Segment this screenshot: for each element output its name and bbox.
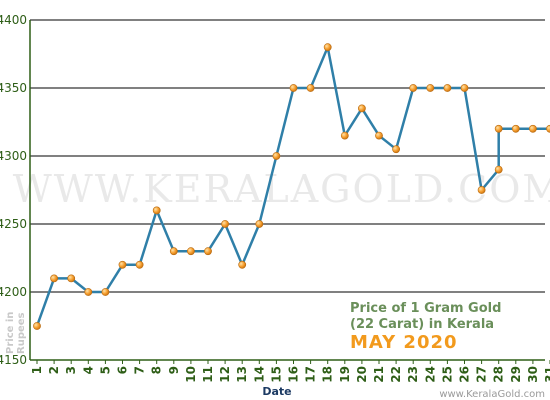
x-tick-label: 14: [252, 366, 266, 383]
x-tick-label: 26: [458, 366, 472, 383]
data-point: [546, 124, 550, 133]
chart-title-month: MAY 2020: [350, 332, 458, 353]
data-point: [494, 165, 503, 174]
y-tick-labels: 4150 4200 4250 4300 4350 4400: [0, 13, 27, 367]
price-series: [33, 43, 550, 330]
y-axis-label-line1: Price in: [5, 312, 16, 354]
data-point: [118, 260, 127, 269]
x-tick-label: 21: [372, 366, 386, 383]
watermark: WWW.KERALAGOLD.COM: [13, 167, 550, 211]
y-axis-label: Price in Rupees: [5, 308, 27, 354]
data-point: [323, 43, 332, 52]
x-tick-label: 9: [167, 366, 181, 374]
data-point: [67, 274, 76, 283]
x-tick-label: 17: [304, 366, 318, 383]
data-point: [152, 206, 161, 215]
x-tick-label: 8: [150, 366, 164, 374]
data-point: [186, 247, 195, 256]
data-point: [426, 84, 435, 92]
data-point: [221, 220, 229, 228]
data-point: [101, 288, 110, 296]
x-tick-label: 24: [423, 366, 437, 383]
data-point: [477, 186, 486, 194]
x-tick-label: 20: [355, 366, 369, 383]
x-tick-label: 3: [64, 366, 78, 374]
x-tick-label: 6: [116, 366, 130, 374]
data-point: [238, 260, 247, 269]
y-tick-label: 4400: [0, 13, 27, 27]
x-tick-label: 12: [218, 366, 232, 383]
x-tick-label: 30: [526, 366, 540, 383]
x-tick-label: 18: [321, 366, 335, 383]
data-point: [169, 247, 178, 256]
data-point: [272, 152, 281, 160]
x-tick-label: 31: [543, 366, 550, 383]
data-point: [50, 274, 58, 283]
data-point: [529, 124, 537, 133]
data-point: [443, 84, 452, 92]
data-point: [375, 131, 383, 140]
y-tick-label: 4300: [0, 149, 27, 163]
data-point: [357, 104, 366, 113]
x-tick-label: 25: [440, 366, 454, 383]
data-point: [409, 84, 418, 92]
x-tick-label: 10: [184, 366, 198, 383]
x-tick-label: 22: [389, 366, 403, 383]
y-tick-label: 4350: [0, 81, 27, 95]
x-tick-label: 11: [201, 366, 215, 383]
y-tick-label: 4200: [0, 285, 27, 299]
data-point: [511, 124, 520, 133]
data-point: [306, 84, 315, 92]
x-tick-label: 4: [81, 366, 95, 374]
x-tick-label: 5: [98, 366, 112, 374]
gridlines: [30, 19, 545, 293]
data-point: [392, 145, 400, 154]
data-point: [33, 322, 41, 330]
x-tick-label: 23: [406, 366, 420, 383]
footer-site: www.KeralaGold.com: [439, 389, 545, 400]
x-tick-label: 2: [47, 366, 61, 374]
data-point: [494, 124, 503, 133]
data-point: [289, 84, 298, 92]
data-point: [204, 247, 212, 256]
x-tick-label: 7: [133, 366, 147, 374]
x-tick-label: 1: [30, 366, 44, 374]
data-point: [460, 84, 469, 92]
data-point: [84, 288, 93, 296]
y-tick-label: 4150: [0, 353, 27, 367]
x-tick-label: 16: [287, 366, 301, 383]
data-point: [340, 131, 349, 140]
x-tick-label: 13: [235, 366, 249, 383]
data-point: [135, 260, 144, 269]
x-axis-label: Date: [262, 385, 291, 398]
chart-title-line1: Price of 1 Gram Gold: [350, 301, 501, 316]
x-tick-label: 15: [269, 366, 283, 383]
x-tick-label: 29: [509, 366, 523, 383]
x-tick-label: 19: [338, 366, 352, 383]
x-tick-label: 27: [475, 366, 489, 383]
data-point: [255, 220, 264, 228]
y-axis-label-line2: Rupees: [16, 312, 27, 354]
chart-title-line2: (22 Carat) in Kerala: [350, 317, 494, 332]
y-tick-label: 4250: [0, 217, 27, 231]
x-tick-labels: 1 2 3 4 5 6 7 8 9 10 11 12 13 14 15 16 17 18 19 20 21 22 23 24 2…: [30, 360, 550, 383]
x-tick-label: 28: [492, 366, 506, 383]
